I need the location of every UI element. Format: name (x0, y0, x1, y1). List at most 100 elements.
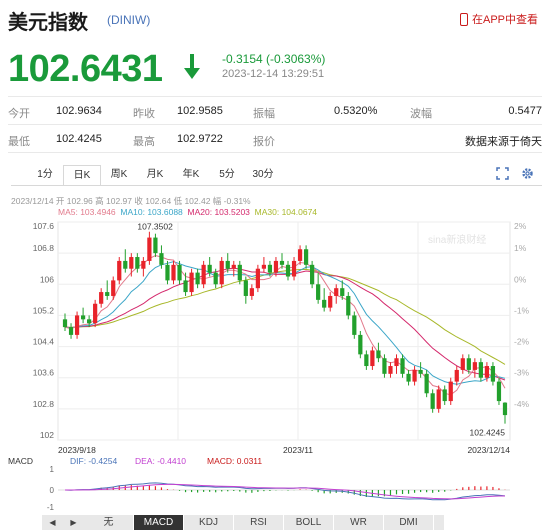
candle-body (80, 315, 86, 320)
y-right-tick-label: 0% (514, 274, 527, 284)
candle-body (273, 260, 279, 273)
y-tick-label: 104.4 (33, 337, 55, 347)
y-tick-label: 107.6 (33, 221, 55, 231)
indicator-kdj[interactable]: KDJ (184, 515, 234, 530)
candle-body (478, 362, 483, 378)
indicator-wr[interactable]: WR (334, 515, 384, 530)
candle-body (249, 288, 254, 296)
candle-body (93, 303, 98, 324)
candle-body (195, 272, 200, 285)
candle-body (322, 299, 327, 308)
candle-body (430, 393, 435, 409)
candle-body (237, 264, 242, 281)
candle-body (99, 292, 104, 304)
y-tick-label: 103.6 (33, 368, 55, 378)
candle-body (225, 260, 230, 269)
open-in-app-link[interactable]: 在APP中查看 (459, 11, 538, 27)
stat-label: 波幅 (410, 108, 432, 120)
candle-body (418, 369, 423, 374)
open-in-app-label: 在APP中查看 (471, 14, 538, 26)
indicator-none[interactable]: 无 (84, 515, 134, 530)
candle-body (328, 295, 333, 308)
stat-value: 102.4245 (56, 133, 102, 145)
candle-body (231, 264, 236, 269)
candle-body (310, 264, 315, 285)
ma5-label: MA5: 103.4946 (58, 207, 116, 217)
candle-body (303, 249, 309, 265)
candle-body (496, 381, 502, 402)
candle-body (153, 237, 158, 254)
ma20-line (64, 267, 506, 381)
candle-body (352, 315, 357, 335)
candle-body (165, 264, 170, 281)
stat-label: 振幅 (253, 108, 275, 120)
candle-body (400, 358, 405, 374)
y-tick-label: 102.8 (33, 399, 55, 409)
stat-value: 102.9722 (177, 133, 223, 145)
indicator-rsi[interactable]: RSI (234, 515, 284, 530)
candle-body (141, 260, 146, 269)
data-source: 数据来源于倚天 (465, 136, 542, 148)
candle-body (135, 257, 140, 269)
tab-daily-k[interactable]: 日K (63, 165, 101, 186)
candle-body (189, 272, 194, 293)
candle-body (219, 260, 224, 285)
candle-body (358, 334, 363, 355)
y-right-tick-label: 2% (514, 221, 527, 231)
tab-yearly-k[interactable]: 年K (182, 169, 200, 180)
candle-body (364, 354, 369, 367)
y-tick-label: 105.2 (33, 305, 55, 315)
watermark: sina新浪财经 (428, 233, 486, 246)
candle-body (213, 272, 218, 285)
candle-body (370, 350, 375, 367)
candle-body (412, 369, 417, 382)
tab-30min[interactable]: 30分 (252, 169, 274, 180)
prev-arrow-icon[interactable]: ◀ (49, 518, 56, 527)
candle-body (285, 264, 291, 277)
tab-weekly-k[interactable]: 周K (110, 169, 128, 180)
stat-value: 0.5477 (508, 105, 542, 117)
page-title: 美元指数 (8, 12, 88, 34)
y-right-tick-label: -2% (514, 337, 530, 347)
candle-date: 2023/12/14 (11, 196, 54, 206)
candle-info: 2023/12/14 开 102.96 高 102.97 收 102.64 低 … (11, 195, 251, 207)
period-tabs: 1分 日K 周K 月K 年K 5分 30分 (27, 165, 281, 186)
macd-tick-label: -1 (47, 503, 55, 512)
ma30-line (64, 268, 506, 365)
indicator-macd[interactable]: MACD (134, 515, 184, 530)
candle-body (267, 264, 273, 273)
candle-body (346, 295, 351, 316)
candle-body (334, 288, 339, 296)
tab-5min[interactable]: 5分 (219, 169, 235, 180)
fullscreen-icon[interactable] (496, 167, 509, 180)
candle-body (424, 373, 429, 394)
quote-time: 2023-12-14 13:29:51 (222, 68, 325, 80)
macd-tick-label: 1 (50, 465, 55, 474)
candle-body (159, 253, 164, 265)
tab-monthly-k[interactable]: 月K (146, 169, 164, 180)
candle-body (388, 366, 393, 374)
tab-1min[interactable]: 1分 (37, 169, 53, 180)
stat-value: 0.5320% (334, 105, 378, 117)
stat-label: 报价 (253, 136, 275, 148)
indicator-dmi[interactable]: DMI (384, 515, 434, 530)
y-tick-label: 106.8 (33, 243, 55, 253)
x-tick-label: 2023/12/14 (467, 445, 510, 455)
settings-icon[interactable] (521, 167, 534, 180)
stats-row: 最低 102.4245 最高 102.9722 报价 数据来源于倚天 (8, 124, 542, 153)
x-tick-label: 2023/9/18 (58, 445, 96, 455)
indicator-bar: ◀ ▶ 无 MACD KDJ RSI BOLL WR DMI (42, 515, 444, 530)
candle-body (201, 264, 206, 285)
ma-legend: MA5: 103.4946 MA10: 103.6088 MA20: 103.5… (58, 207, 317, 217)
next-arrow-icon[interactable]: ▶ (70, 518, 77, 527)
indicator-boll[interactable]: BOLL (284, 515, 334, 530)
stat-label: 最高 (133, 136, 155, 148)
candle-body (279, 260, 285, 265)
candles: 107.3502 102.4245 (62, 222, 508, 438)
y-tick-label: 102 (40, 430, 54, 440)
tab-divider (11, 185, 542, 186)
candle-body (243, 280, 248, 296)
candle-body (382, 358, 387, 374)
candle-body (74, 315, 80, 335)
